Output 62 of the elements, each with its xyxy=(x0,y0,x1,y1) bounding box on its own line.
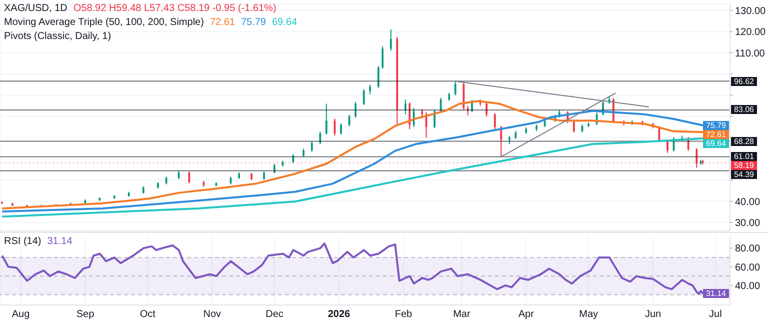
x-tick-label: Nov xyxy=(203,309,222,320)
text: 69.64 xyxy=(272,17,298,28)
y-tick-label: 80.00 xyxy=(735,244,760,255)
candlestick xyxy=(404,98,406,115)
candlestick xyxy=(340,122,342,135)
ref-line-label: 68.28 xyxy=(731,136,757,146)
candlestick xyxy=(454,80,456,96)
x-tick-label: Mar xyxy=(453,309,471,320)
x-tick-label: Feb xyxy=(394,309,413,320)
x-tick-label: Jun xyxy=(644,309,662,320)
candlestick xyxy=(494,112,496,130)
x-tick-label: 2026 xyxy=(328,309,351,320)
chart-title: XAG/USD, 1D xyxy=(4,3,68,14)
candlestick xyxy=(421,108,424,120)
y-tick-label: 40.00 xyxy=(735,196,760,208)
data-label: 69.64 xyxy=(703,138,729,148)
ref-line-label: 96.62 xyxy=(731,76,757,86)
x-tick-label: May xyxy=(579,309,598,320)
chart-title: RSI (14) xyxy=(4,236,42,247)
data-label: 72.61 xyxy=(703,130,729,139)
chart-subtitle: O58.92 H59.48 L57.43 C58.19 -0.95 (-1.61%) xyxy=(73,3,276,14)
candlestick xyxy=(696,148,698,168)
y-tick-label: 40.00 xyxy=(735,280,760,292)
candlestick xyxy=(319,131,322,145)
candlestick xyxy=(273,163,276,174)
candlestick xyxy=(466,105,469,116)
candlestick xyxy=(486,102,488,117)
annotation: Pivots (Classic, Daily, 1) xyxy=(4,31,112,42)
text: 75.79 xyxy=(240,17,266,28)
candlestick xyxy=(471,99,473,113)
candlestick xyxy=(362,88,365,106)
candlestick xyxy=(310,140,313,152)
data-label: 31.14 xyxy=(703,289,729,298)
candlestick xyxy=(354,102,356,118)
candlestick xyxy=(377,65,380,88)
candlestick xyxy=(462,82,465,111)
ref-line-label: 61.01 xyxy=(731,152,757,162)
candlestick xyxy=(390,28,392,52)
y-tick-label: 110.00 xyxy=(735,48,766,60)
x-tick-label: Oct xyxy=(140,309,156,320)
candlestick xyxy=(382,46,384,70)
ref-line-label: 54.39 xyxy=(731,170,757,180)
candlestick xyxy=(325,103,328,135)
y-tick-label: 130.00 xyxy=(735,6,766,17)
text: 31.14 xyxy=(47,236,72,247)
x-tick-label: Aug xyxy=(12,309,30,320)
candlestick xyxy=(500,125,502,158)
y-tick-label: 60.00 xyxy=(735,262,760,274)
annotation: Moving Average Triple (50, 100, 200, Simple) xyxy=(4,17,204,28)
x-tick-label: Jul xyxy=(709,309,722,320)
ref-line-label: 58.19 xyxy=(731,161,757,170)
ref-line-label: 83.06 xyxy=(731,105,757,114)
x-tick-label: Sep xyxy=(76,309,95,320)
y-tick-label: 120.00 xyxy=(735,27,766,38)
data-label: 75.79 xyxy=(703,120,729,130)
candlestick xyxy=(434,109,436,129)
x-tick-label: Dec xyxy=(266,309,284,320)
x-tick-label: Apr xyxy=(518,309,535,320)
text: 72.61 xyxy=(210,17,235,28)
candlestick xyxy=(369,84,372,95)
candlestick xyxy=(188,171,190,184)
y-tick-label: 30.00 xyxy=(735,218,760,230)
